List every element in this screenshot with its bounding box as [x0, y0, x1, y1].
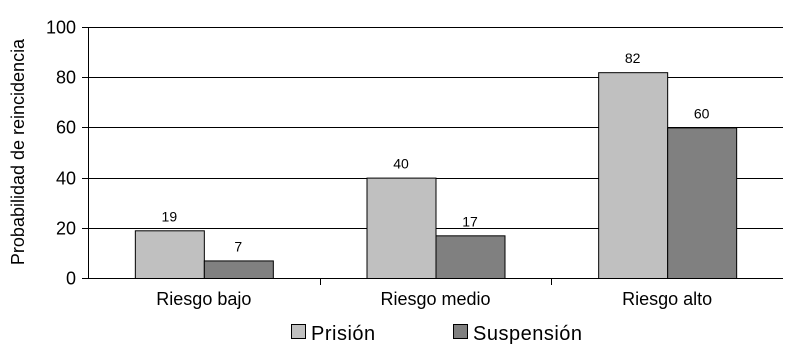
data-label-prision-riesgo-bajo: 19	[162, 208, 178, 224]
data-label-suspension-riesgo-medio: 17	[462, 213, 478, 229]
legend-label-suspension: Suspensión	[473, 323, 583, 345]
legend-label-prision: Prisión	[311, 323, 376, 345]
y-tick-label-80: 80	[56, 68, 76, 88]
x-tick-label-riesgo-medio: Riesgo medio	[380, 289, 490, 309]
y-tick-label-0: 0	[66, 269, 76, 289]
axes: 0 20 40 60 80 100 Riesgo bajo Riesgo medio Riesg…	[46, 18, 783, 309]
x-tick-label-riesgo-alto: Riesgo alto	[622, 289, 712, 309]
bar-prision-riesgo-medio	[366, 177, 437, 280]
y-axis-title: Probabilidad de reincidencia	[8, 38, 28, 265]
legend-swatch-prision	[291, 324, 306, 339]
bars	[134, 72, 738, 280]
y-tick-label-60: 60	[56, 118, 76, 138]
legend-swatch-suspension	[453, 324, 468, 339]
bar-suspension-riesgo-alto	[667, 127, 738, 280]
data-label-prision-riesgo-medio: 40	[393, 156, 409, 172]
bar-prision-riesgo-bajo	[134, 230, 205, 279]
x-tick-label-riesgo-bajo: Riesgo bajo	[156, 289, 251, 309]
data-label-prision-riesgo-alto: 82	[625, 50, 641, 66]
bar-suspension-riesgo-medio	[435, 235, 506, 279]
y-tick-label-20: 20	[56, 219, 76, 239]
data-label-suspension-riesgo-alto: 60	[694, 105, 710, 121]
y-tick-label-100: 100	[46, 18, 76, 38]
bar-suspension-riesgo-bajo	[203, 260, 274, 279]
y-tick-label-40: 40	[56, 169, 76, 189]
bar-prision-riesgo-alto	[598, 72, 669, 280]
data-label-suspension-riesgo-bajo: 7	[234, 238, 242, 254]
data-labels: 19 7 40 17 82 60	[162, 50, 710, 254]
legend: Prisión Suspensión	[291, 323, 583, 345]
